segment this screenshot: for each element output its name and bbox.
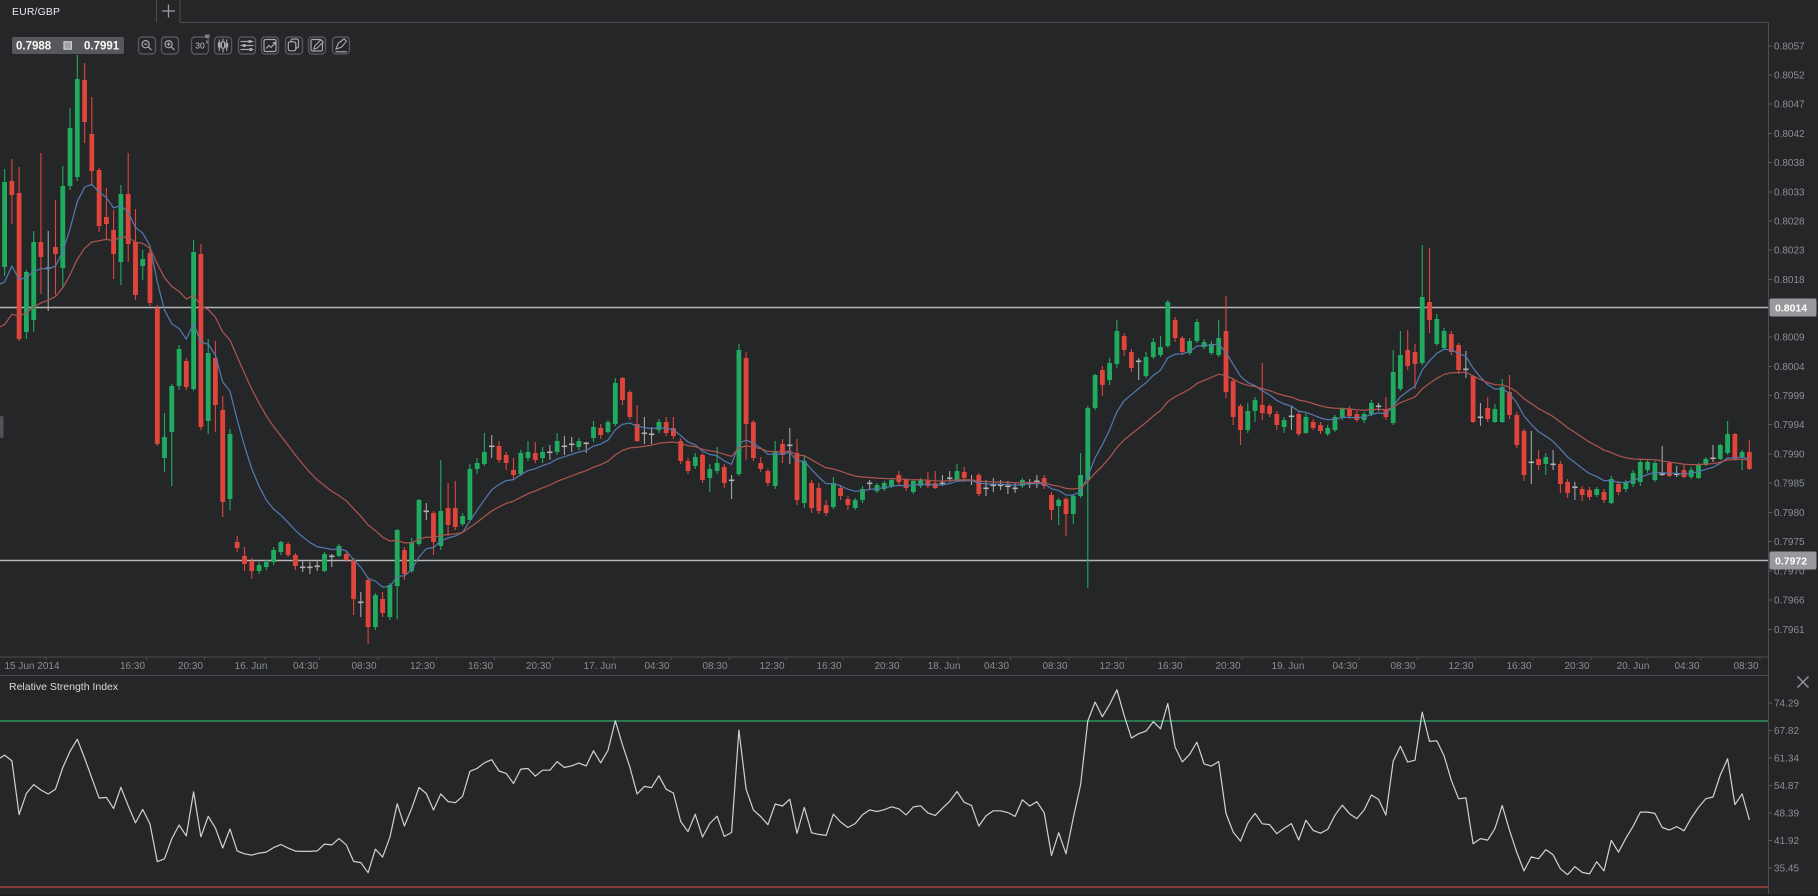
svg-text:08:30: 08:30 xyxy=(351,661,376,672)
svg-text:17. Jun: 17. Jun xyxy=(584,661,617,672)
svg-text:0.8018: 0.8018 xyxy=(1774,275,1805,286)
svg-text:04:30: 04:30 xyxy=(644,661,669,672)
svg-text:35.45: 35.45 xyxy=(1774,864,1799,875)
svg-text:20:30: 20:30 xyxy=(178,661,203,672)
svg-text:12:30: 12:30 xyxy=(1099,661,1124,672)
svg-text:0.8042: 0.8042 xyxy=(1774,129,1805,140)
svg-text:16:30: 16:30 xyxy=(468,661,493,672)
svg-text:16:30: 16:30 xyxy=(1506,661,1531,672)
svg-text:20. Jun: 20. Jun xyxy=(1617,661,1650,672)
svg-text:16. Jun: 16. Jun xyxy=(235,661,268,672)
svg-text:0.8014: 0.8014 xyxy=(1775,302,1807,314)
svg-text:61.34: 61.34 xyxy=(1774,754,1799,765)
svg-text:0.7966: 0.7966 xyxy=(1774,596,1805,607)
svg-text:0.7994: 0.7994 xyxy=(1774,420,1805,431)
svg-text:08:30: 08:30 xyxy=(1733,661,1758,672)
svg-text:0.7980: 0.7980 xyxy=(1774,508,1805,519)
svg-text:19. Jun: 19. Jun xyxy=(1272,661,1305,672)
svg-text:0.7985: 0.7985 xyxy=(1774,479,1805,490)
svg-text:0.7961: 0.7961 xyxy=(1774,625,1805,636)
svg-text:18. Jun: 18. Jun xyxy=(928,661,961,672)
svg-text:41.92: 41.92 xyxy=(1774,836,1799,847)
svg-text:12:30: 12:30 xyxy=(1448,661,1473,672)
svg-text:12:30: 12:30 xyxy=(410,661,435,672)
svg-text:0.7991: 0.7991 xyxy=(84,41,120,53)
svg-text:0.7999: 0.7999 xyxy=(1774,391,1805,402)
svg-text:0.8023: 0.8023 xyxy=(1774,246,1805,257)
svg-text:0.8047: 0.8047 xyxy=(1774,100,1805,111)
svg-text:48.39: 48.39 xyxy=(1774,809,1799,820)
svg-text:04:30: 04:30 xyxy=(1332,661,1357,672)
svg-text:04:30: 04:30 xyxy=(984,661,1009,672)
svg-text:0.8033: 0.8033 xyxy=(1774,188,1805,199)
svg-text:0.8057: 0.8057 xyxy=(1774,42,1805,53)
svg-text:04:30: 04:30 xyxy=(293,661,318,672)
svg-text:0.8038: 0.8038 xyxy=(1774,158,1805,169)
svg-text:20:30: 20:30 xyxy=(1215,661,1240,672)
svg-text:54.87: 54.87 xyxy=(1774,781,1799,792)
svg-text:Relative Strength Index: Relative Strength Index xyxy=(9,681,119,693)
svg-text:0.7988: 0.7988 xyxy=(16,41,52,53)
svg-text:20:30: 20:30 xyxy=(874,661,899,672)
svg-text:16:30: 16:30 xyxy=(816,661,841,672)
svg-text:0.8009: 0.8009 xyxy=(1774,333,1805,344)
svg-text:0.7972: 0.7972 xyxy=(1775,555,1807,567)
svg-text:08:30: 08:30 xyxy=(1390,661,1415,672)
svg-text:0.7975: 0.7975 xyxy=(1774,537,1805,548)
svg-text:74.29: 74.29 xyxy=(1774,699,1799,710)
svg-text:08:30: 08:30 xyxy=(702,661,727,672)
svg-text:0.8028: 0.8028 xyxy=(1774,217,1805,228)
svg-text:16:30: 16:30 xyxy=(1157,661,1182,672)
svg-text:20:30: 20:30 xyxy=(1564,661,1589,672)
svg-text:15 Jun 2014: 15 Jun 2014 xyxy=(4,661,59,672)
svg-text:30: 30 xyxy=(195,41,205,51)
svg-text:0.7990: 0.7990 xyxy=(1774,450,1805,461)
svg-text:0.8004: 0.8004 xyxy=(1774,362,1805,373)
svg-text:08:30: 08:30 xyxy=(1042,661,1067,672)
svg-text:12:30: 12:30 xyxy=(759,661,784,672)
svg-text:20:30: 20:30 xyxy=(526,661,551,672)
svg-text:0.8052: 0.8052 xyxy=(1774,71,1805,82)
svg-text:0.7970: 0.7970 xyxy=(1774,567,1805,578)
svg-text:EUR/GBP: EUR/GBP xyxy=(12,7,60,18)
svg-text:67.82: 67.82 xyxy=(1774,726,1799,737)
svg-text:16:30: 16:30 xyxy=(120,661,145,672)
svg-text:04:30: 04:30 xyxy=(1674,661,1699,672)
